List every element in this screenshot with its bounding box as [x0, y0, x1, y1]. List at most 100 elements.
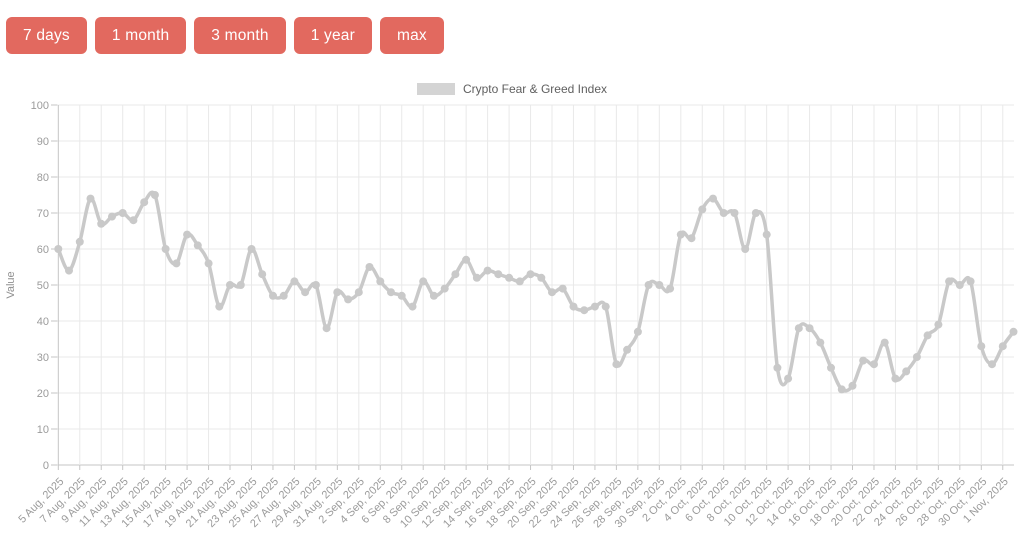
data-point — [590, 302, 599, 311]
chart-legend[interactable]: Crypto Fear & Greed Index — [0, 82, 1024, 96]
y-tick-label: 70 — [37, 208, 49, 220]
y-tick-label: 100 — [31, 100, 49, 112]
data-point — [193, 241, 202, 250]
range-button-7-days[interactable]: 7 days — [6, 17, 87, 54]
data-point — [891, 374, 900, 383]
data-point — [462, 255, 471, 264]
y-tick-label: 80 — [37, 172, 49, 184]
data-point — [86, 194, 95, 203]
data-points — [54, 191, 1018, 394]
data-point — [988, 360, 996, 369]
data-point — [676, 230, 685, 239]
data-point — [923, 331, 932, 340]
data-point — [977, 342, 986, 351]
data-point — [612, 360, 621, 369]
data-point — [290, 277, 299, 286]
data-point — [537, 273, 546, 282]
series-line — [56, 190, 1016, 393]
data-point — [633, 327, 642, 336]
y-tick-label: 60 — [37, 244, 49, 256]
data-point — [698, 205, 707, 214]
data-point — [376, 277, 385, 286]
data-point — [526, 270, 535, 279]
data-point — [269, 291, 277, 300]
data-point — [719, 209, 728, 217]
data-point — [54, 245, 63, 253]
data-point — [129, 216, 138, 225]
data-point — [794, 324, 803, 333]
data-point — [816, 338, 825, 347]
y-tick-label: 10 — [37, 424, 49, 436]
grid-lines — [57, 104, 1014, 466]
range-button-1-year[interactable]: 1 year — [293, 17, 372, 54]
y-tick-label: 30 — [37, 352, 49, 364]
y-tick-label: 20 — [37, 388, 49, 400]
data-point — [397, 291, 406, 300]
data-point — [322, 324, 331, 333]
time-range-toolbar: 7 days 1 month 3 month 1 year max — [6, 17, 444, 54]
range-button-max[interactable]: max — [379, 17, 444, 54]
data-point — [344, 295, 353, 304]
legend-label: Crypto Fear & Greed Index — [462, 82, 608, 96]
data-point — [515, 277, 524, 286]
data-point — [998, 342, 1007, 351]
data-point — [440, 284, 449, 293]
data-point — [623, 345, 632, 354]
data-point — [387, 288, 395, 297]
data-point — [258, 270, 267, 279]
data-point — [419, 277, 428, 286]
data-point — [226, 281, 234, 289]
data-point — [945, 277, 954, 286]
data-point — [837, 385, 846, 394]
data-point — [472, 273, 481, 282]
range-button-1-month[interactable]: 1 month — [94, 17, 187, 54]
data-point — [311, 281, 320, 289]
data-point — [558, 284, 567, 293]
data-point — [751, 209, 760, 217]
data-point — [548, 288, 556, 297]
data-point — [150, 191, 159, 199]
data-point — [859, 356, 868, 365]
data-point — [580, 306, 589, 315]
data-point — [730, 209, 739, 217]
data-point — [687, 234, 696, 243]
data-point — [65, 266, 73, 275]
data-point — [75, 237, 84, 246]
legend-swatch — [416, 83, 455, 95]
range-button-3-month[interactable]: 3 month — [194, 17, 286, 54]
data-point — [279, 291, 288, 300]
data-point — [108, 212, 116, 221]
data-point — [204, 259, 213, 268]
data-point — [354, 288, 363, 297]
data-point — [333, 288, 342, 297]
data-point — [966, 277, 975, 286]
data-point — [183, 230, 192, 239]
data-point — [880, 338, 889, 347]
data-point — [408, 302, 417, 311]
data-point — [236, 281, 245, 289]
data-point — [666, 284, 675, 293]
data-point — [494, 270, 503, 279]
fear-greed-chart[interactable]: 0 10 20 30 40 50 60 70 80 90 100 5 Aug, 2025 7 Aug, … — [0, 70, 1024, 540]
y-tick-label: 40 — [37, 316, 49, 328]
data-point — [709, 194, 717, 203]
y-tick-label: 50 — [37, 280, 49, 292]
data-point — [97, 219, 106, 228]
data-point — [955, 281, 964, 289]
data-point — [644, 281, 653, 289]
data-point — [247, 245, 256, 253]
data-point — [301, 288, 310, 297]
data-point — [934, 320, 943, 329]
data-point — [827, 363, 835, 372]
data-point — [805, 324, 814, 333]
data-point — [848, 381, 857, 390]
data-point — [161, 245, 170, 253]
data-point — [741, 245, 750, 253]
axes — [51, 104, 1004, 470]
data-point — [1009, 327, 1018, 336]
data-point — [870, 360, 878, 369]
data-point — [118, 209, 127, 217]
data-point — [784, 374, 793, 383]
